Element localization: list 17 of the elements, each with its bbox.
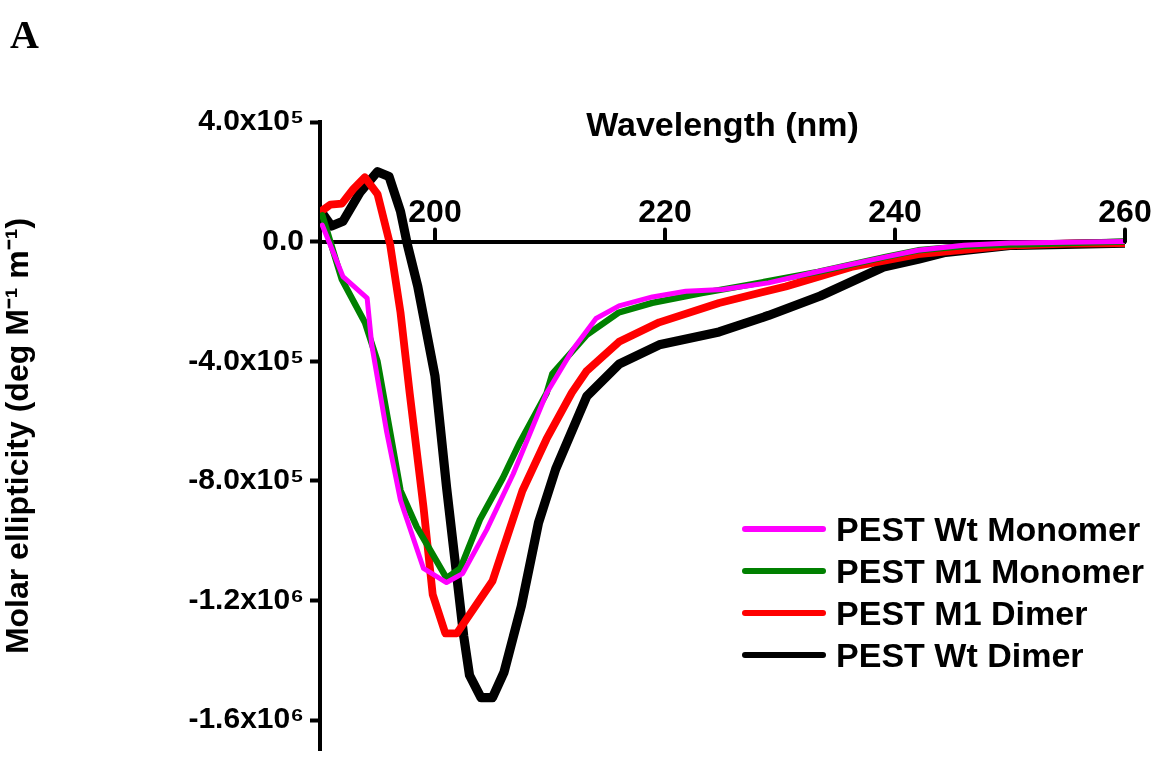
legend-label: PEST M1 Monomer <box>836 551 1144 591</box>
y-tick-label: 0.0 <box>262 222 304 256</box>
x-tick-label: 240 <box>868 192 922 229</box>
y-tick-label: -4.0x10⁵ <box>188 342 304 376</box>
y-tick-label: -8.0x10⁵ <box>188 462 304 496</box>
legend-label: PEST Wt Dimer <box>836 635 1084 675</box>
y-tick-label: 4.0x10⁵ <box>198 103 304 137</box>
x-tick-label: 220 <box>638 192 692 229</box>
x-axis-title: Wavelength (nm) <box>586 105 859 143</box>
y-tick-label: -1.6x10⁶ <box>188 701 304 735</box>
x-tick-label: 200 <box>408 192 462 229</box>
text: A <box>10 12 39 57</box>
legend-label: PEST Wt Monomer <box>836 509 1141 549</box>
x-tick-label: 260 <box>1098 192 1152 229</box>
y-tick-label: -1.2x10⁶ <box>188 581 304 615</box>
y-axis-title: Molar ellipticity (deg M⁻¹ m⁻¹) <box>0 217 36 655</box>
legend-label: PEST M1 Dimer <box>836 593 1088 633</box>
